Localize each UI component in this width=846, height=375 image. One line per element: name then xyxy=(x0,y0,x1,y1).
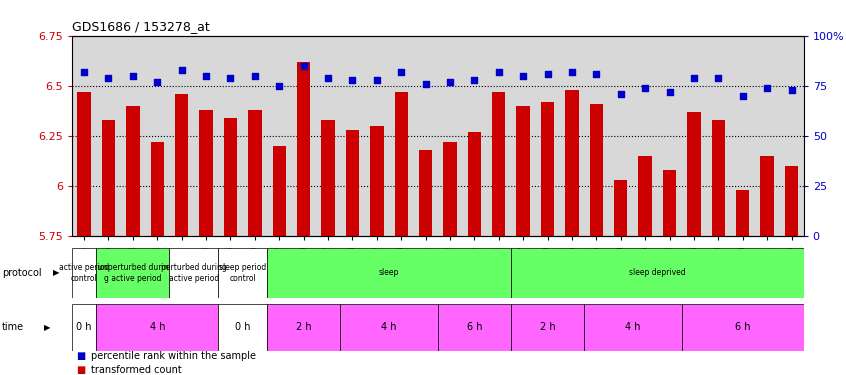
Point xyxy=(736,93,750,99)
Text: transformed count: transformed count xyxy=(91,365,182,375)
Bar xyxy=(72,248,96,298)
Point xyxy=(443,79,457,85)
Bar xyxy=(590,104,603,236)
Text: 2 h: 2 h xyxy=(540,322,555,332)
Point xyxy=(590,71,603,77)
Point xyxy=(761,85,774,91)
Point xyxy=(223,75,237,81)
Bar xyxy=(516,106,530,236)
Point xyxy=(77,69,91,75)
Bar xyxy=(419,150,432,236)
Point xyxy=(151,79,164,85)
Bar xyxy=(96,304,218,351)
Text: time: time xyxy=(2,322,24,332)
Point xyxy=(711,75,725,81)
Text: sleep: sleep xyxy=(379,268,399,278)
Text: active period
control: active period control xyxy=(59,263,109,282)
Bar xyxy=(443,142,457,236)
Text: percentile rank within the sample: percentile rank within the sample xyxy=(91,351,256,361)
Text: protocol: protocol xyxy=(2,268,41,278)
Bar xyxy=(248,110,261,236)
Point xyxy=(639,85,652,91)
Point xyxy=(468,77,481,83)
Bar xyxy=(394,92,408,236)
Text: 0 h: 0 h xyxy=(235,322,250,332)
Bar xyxy=(584,304,682,351)
Bar xyxy=(541,102,554,236)
Bar xyxy=(102,120,115,236)
Point xyxy=(662,89,676,95)
Text: ■: ■ xyxy=(76,351,85,361)
Text: sleep deprived: sleep deprived xyxy=(629,268,685,278)
Text: 4 h: 4 h xyxy=(625,322,640,332)
Bar xyxy=(346,130,360,236)
Text: unperturbed durin
g active period: unperturbed durin g active period xyxy=(97,263,168,282)
Point xyxy=(614,91,628,97)
Point xyxy=(175,67,189,73)
Point xyxy=(492,69,506,75)
Text: 6 h: 6 h xyxy=(467,322,482,332)
Point xyxy=(126,73,140,79)
Bar xyxy=(785,166,799,236)
Bar xyxy=(736,190,750,236)
Bar xyxy=(272,146,286,236)
Bar xyxy=(614,180,628,236)
Bar xyxy=(200,110,213,236)
Bar xyxy=(492,92,506,236)
Bar xyxy=(126,106,140,236)
Text: sleep period
control: sleep period control xyxy=(219,263,266,282)
Bar xyxy=(565,90,579,236)
Text: 4 h: 4 h xyxy=(150,322,165,332)
Point xyxy=(272,83,286,89)
Point xyxy=(321,75,335,81)
Bar xyxy=(72,304,96,351)
Bar xyxy=(267,248,511,298)
Point xyxy=(200,73,213,79)
Bar xyxy=(511,304,584,351)
Point xyxy=(516,73,530,79)
Bar xyxy=(711,120,725,236)
Point xyxy=(785,87,799,93)
Point xyxy=(394,69,408,75)
Bar xyxy=(218,248,267,298)
Bar xyxy=(370,126,383,236)
Point xyxy=(419,81,432,87)
Text: 0 h: 0 h xyxy=(76,322,92,332)
Text: ▶: ▶ xyxy=(53,268,60,278)
Point xyxy=(297,63,310,69)
Bar xyxy=(151,142,164,236)
Bar xyxy=(169,248,218,298)
Bar xyxy=(218,304,267,351)
Bar xyxy=(687,112,700,236)
Bar xyxy=(761,156,774,236)
Text: 2 h: 2 h xyxy=(296,322,311,332)
Bar xyxy=(682,304,804,351)
Text: 4 h: 4 h xyxy=(382,322,397,332)
Bar xyxy=(437,304,511,351)
Text: ■: ■ xyxy=(76,365,85,375)
Point xyxy=(370,77,383,83)
Bar xyxy=(662,170,676,236)
Point xyxy=(687,75,700,81)
Bar xyxy=(223,118,237,236)
Bar xyxy=(639,156,652,236)
Bar xyxy=(321,120,335,236)
Point xyxy=(541,71,554,77)
Bar xyxy=(340,304,437,351)
Bar xyxy=(511,248,804,298)
Bar xyxy=(468,132,481,236)
Bar xyxy=(267,304,340,351)
Text: perturbed during
active period: perturbed during active period xyxy=(161,263,227,282)
Bar xyxy=(175,94,189,236)
Bar xyxy=(297,62,310,236)
Point xyxy=(248,73,261,79)
Point xyxy=(346,77,360,83)
Text: ▶: ▶ xyxy=(44,322,51,332)
Point xyxy=(565,69,579,75)
Point xyxy=(102,75,115,81)
Text: GDS1686 / 153278_at: GDS1686 / 153278_at xyxy=(72,20,210,33)
Bar xyxy=(77,92,91,236)
Bar xyxy=(96,248,169,298)
Text: 6 h: 6 h xyxy=(735,322,750,332)
